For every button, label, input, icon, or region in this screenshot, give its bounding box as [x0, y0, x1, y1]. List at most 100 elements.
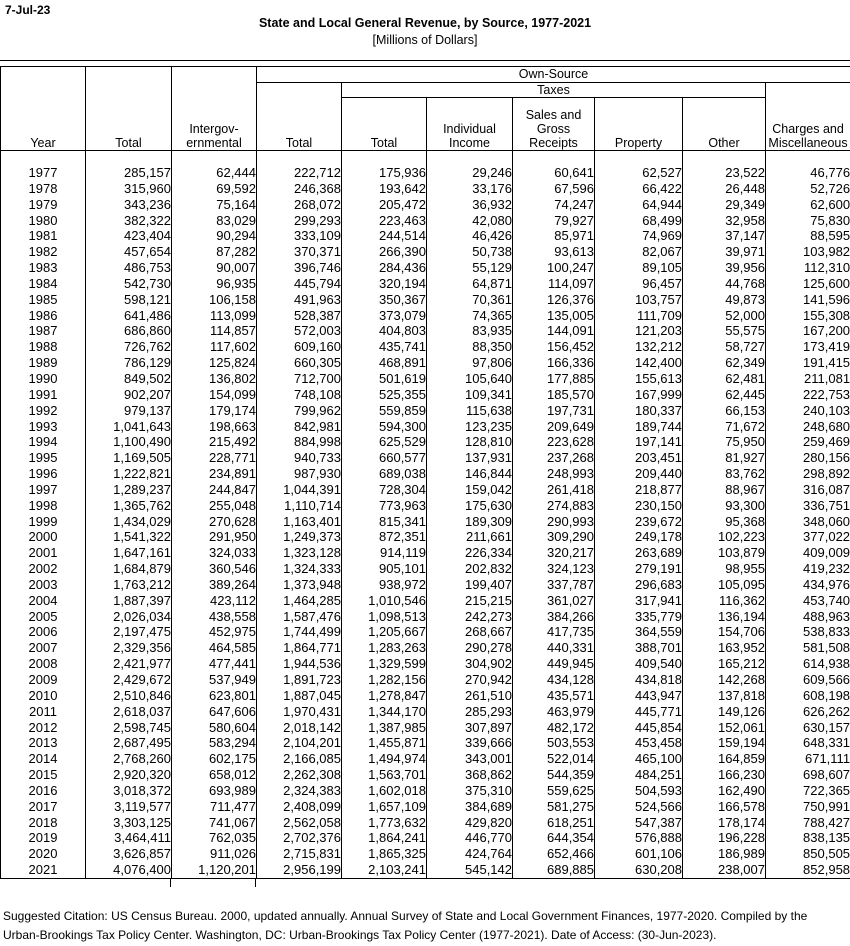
cell-value: 103,757	[594, 291, 683, 308]
cell-value: 317,941	[594, 592, 683, 609]
cell-value: 409,009	[803, 545, 850, 561]
cell-value: 1,970,431	[256, 703, 342, 720]
cell-value: 1,283,263	[341, 640, 427, 657]
cell-value: 2,026,034	[85, 608, 172, 625]
cell-value: 547,387	[594, 814, 683, 831]
cell-value: 299,293	[256, 212, 342, 229]
cell-value: 438,558	[171, 608, 257, 625]
cell-value: 434,818	[594, 672, 683, 688]
cell-value: 32,958	[682, 212, 766, 229]
cell-value: 125,600	[803, 275, 850, 291]
table-row: 1988 726,762 117,602 609,160 435,741 88,350 15…	[0, 339, 850, 356]
cell-value: 2,408,099	[256, 798, 342, 815]
cell-value: 537,949	[171, 672, 257, 688]
cell-value: 164,859	[682, 751, 766, 768]
cell-year: 2006	[0, 624, 86, 641]
cell-value: 1,587,476	[256, 608, 342, 625]
spacer-cell	[85, 150, 172, 165]
cell-value: 2,768,260	[85, 751, 172, 768]
cell-value: 501,619	[341, 370, 427, 387]
cell-value: 280,156	[803, 450, 850, 466]
cell-value: 625,529	[341, 434, 427, 451]
cell-value: 626,262	[803, 703, 850, 719]
cell-value: 1,278,847	[341, 687, 427, 704]
table-row: 2004 1,887,397 423,112 1,464,285 1,010,546 21…	[0, 592, 850, 609]
cell-value: 360,546	[171, 561, 257, 577]
table-row: 1999 1,434,029 270,628 1,163,401 815,341 189,…	[0, 513, 850, 530]
col-header-other: Other	[708, 136, 740, 150]
cell-value: 197,731	[512, 402, 595, 419]
table-row: 1986 641,486 113,099 528,387 373,079 74,365 13…	[0, 307, 850, 324]
cell-value: 609,160	[256, 339, 342, 356]
cell-value: 377,022	[803, 529, 850, 545]
cell-year: 1977	[0, 165, 86, 181]
cell-value: 1,944,536	[256, 656, 342, 672]
cell-value: 69,592	[171, 180, 257, 197]
cell-value: 75,164	[171, 196, 257, 213]
cell-value: 429,820	[426, 814, 513, 831]
cell-value: 503,553	[512, 735, 595, 752]
cell-value: 1,541,322	[85, 529, 172, 546]
cell-value: 435,571	[512, 687, 595, 704]
cell-value: 1,344,170	[341, 703, 427, 720]
cell-value: 261,418	[512, 481, 595, 498]
cell-value: 463,979	[512, 703, 595, 720]
cell-value: 62,481	[682, 370, 766, 387]
cell-value: 141,596	[803, 291, 850, 307]
cell-value: 165,212	[682, 656, 766, 672]
col-header-taxes-total: Total	[341, 97, 427, 151]
cell-value: 93,613	[512, 244, 595, 261]
cell-value: 132,212	[594, 339, 683, 356]
cell-value: 154,706	[682, 624, 766, 641]
cell-value: 335,779	[594, 608, 683, 625]
cell-value: 849,502	[85, 370, 172, 387]
spacer-cell	[594, 150, 683, 165]
cell-value: 443,947	[594, 687, 683, 704]
cell-year: 1978	[0, 180, 86, 197]
citation-footer: Suggested Citation: US Census Bureau. 20…	[3, 907, 850, 944]
cell-value: 211,661	[426, 529, 513, 546]
cell-value: 68,499	[594, 212, 683, 229]
cell-value: 238,007	[682, 862, 766, 879]
cell-value: 598,121	[85, 291, 172, 308]
cell-value: 1,041,643	[85, 418, 172, 435]
cell-value: 39,956	[682, 260, 766, 276]
cell-value: 193,642	[341, 180, 427, 197]
cell-value: 75,830	[810, 212, 850, 228]
table-row: 1980 382,322 83,029 299,293 223,463 42,080 79,…	[0, 212, 850, 229]
citation-line-2: Urban-Brookings Tax Policy Center. Washi…	[3, 927, 717, 942]
cell-value: 623,801	[171, 687, 257, 704]
cell-value: 1,657,109	[341, 798, 427, 815]
cell-value: 159,194	[682, 735, 766, 752]
cell-value: 144,091	[512, 323, 595, 340]
cell-value: 90,294	[171, 228, 257, 245]
cell-value: 2,715,831	[256, 846, 342, 863]
bottom-border-stub	[255, 878, 256, 887]
cell-value: 146,844	[426, 466, 513, 482]
cell-value: 166,336	[512, 355, 595, 371]
cell-year: 1981	[0, 228, 86, 245]
cell-value: 58,727	[682, 339, 766, 356]
spacer-cell	[256, 150, 342, 165]
spacer-cell	[682, 150, 766, 165]
cell-value: 37,147	[682, 228, 766, 245]
cell-value: 116,362	[682, 592, 766, 609]
cell-value: 902,207	[85, 386, 172, 403]
cell-value: 339,666	[426, 735, 513, 752]
cell-value: 417,735	[512, 624, 595, 641]
table-row: 2021 4,076,400 1,120,201 2,956,199 2,103,241…	[0, 862, 850, 879]
cell-value: 852,958	[803, 862, 850, 878]
cell-value: 748,108	[256, 386, 342, 403]
table-row: 2010 2,510,846 623,801 1,887,045 1,278,847 26…	[0, 687, 850, 704]
cell-value: 64,944	[594, 196, 683, 213]
cell-year: 2017	[0, 798, 86, 815]
cell-value: 223,463	[341, 212, 427, 229]
cell-value: 343,236	[85, 196, 172, 213]
cell-value: 581,508	[803, 640, 850, 656]
cell-value: 167,200	[803, 323, 850, 339]
cell-value: 979,137	[85, 402, 172, 419]
cell-value: 1,010,546	[341, 592, 427, 609]
cell-value: 320,194	[341, 275, 427, 292]
cell-year: 1998	[0, 497, 86, 514]
spacer-cell	[171, 150, 257, 165]
